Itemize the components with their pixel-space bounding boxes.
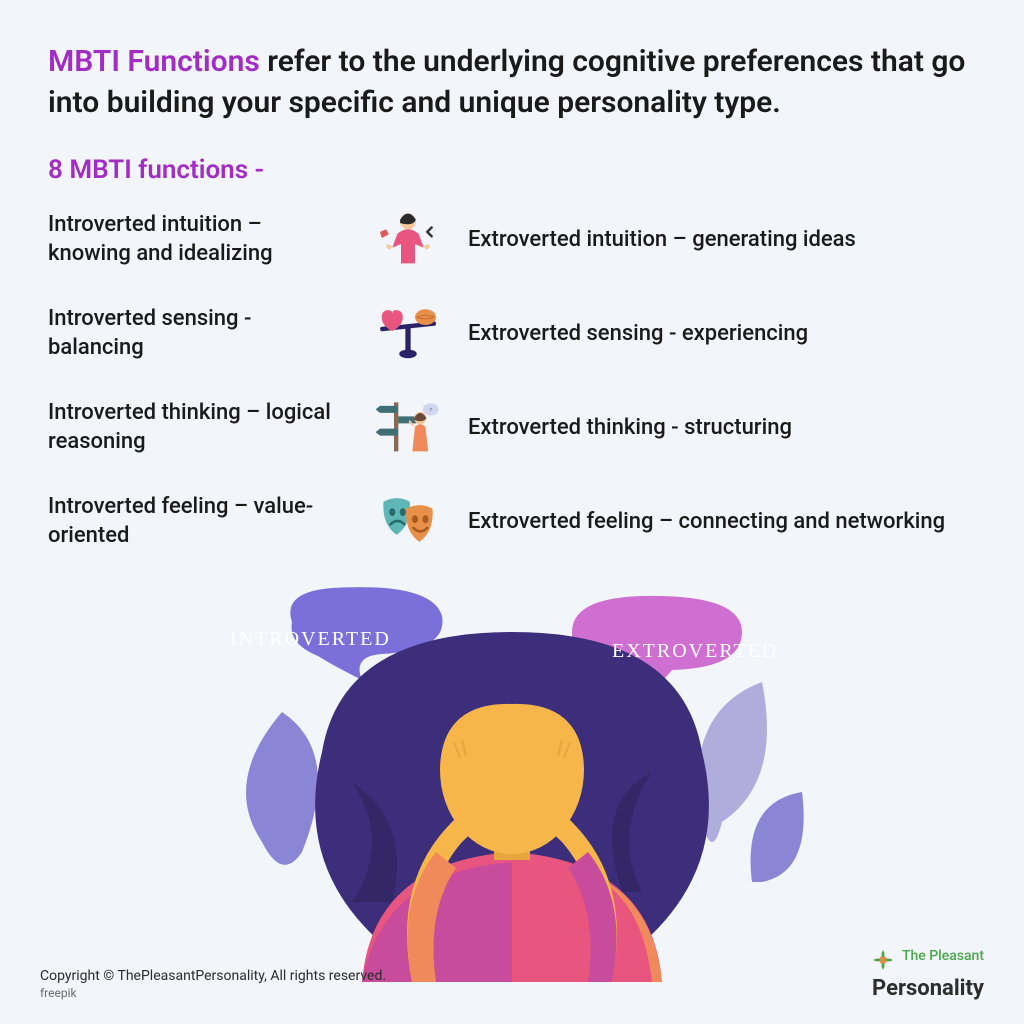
row3-left: Introverted thinking – logical reasoning	[48, 399, 348, 456]
logo-line1: The Pleasant	[902, 948, 984, 964]
footer: Copyright © ThePleasantPersonality, All …	[40, 968, 386, 1000]
headline: MBTI Functions refer to the underlying c…	[48, 42, 976, 123]
headline-highlight: MBTI Functions	[48, 44, 260, 79]
hero-illustration: INTROVERTED EXTROVERTED	[0, 582, 1024, 982]
row4-right: Extroverted feeling – connecting and net…	[468, 508, 976, 537]
row4-left: Introverted feeling – value-oriented	[48, 493, 348, 550]
functions-grid: Introverted intuition – knowing and idea…	[48, 207, 976, 555]
logo-mark-icon	[870, 947, 896, 977]
copyright-text: Copyright © ThePleasantPersonality, All …	[40, 968, 386, 984]
signpost-person-icon: ?	[348, 395, 468, 461]
row2-right: Extroverted sensing - experiencing	[468, 320, 976, 349]
row1-right: Extroverted intuition – generating ideas	[468, 226, 976, 255]
logo-line2: Personality	[870, 977, 984, 1000]
row2-left: Introverted sensing - balancing	[48, 305, 348, 362]
subheading: 8 MBTI functions -	[48, 155, 976, 185]
shrug-person-icon	[348, 207, 468, 273]
row3-right: Extroverted thinking - structuring	[468, 414, 976, 443]
drama-masks-icon	[348, 489, 468, 555]
bubble-extroverted: EXTROVERTED	[612, 640, 778, 663]
row1-left: Introverted intuition – knowing and idea…	[48, 211, 348, 268]
brand-logo: The Pleasant Personality	[870, 947, 984, 1000]
image-credit: freepik	[40, 986, 386, 1000]
balance-scale-icon	[348, 301, 468, 367]
bubble-introverted: INTROVERTED	[230, 628, 391, 651]
